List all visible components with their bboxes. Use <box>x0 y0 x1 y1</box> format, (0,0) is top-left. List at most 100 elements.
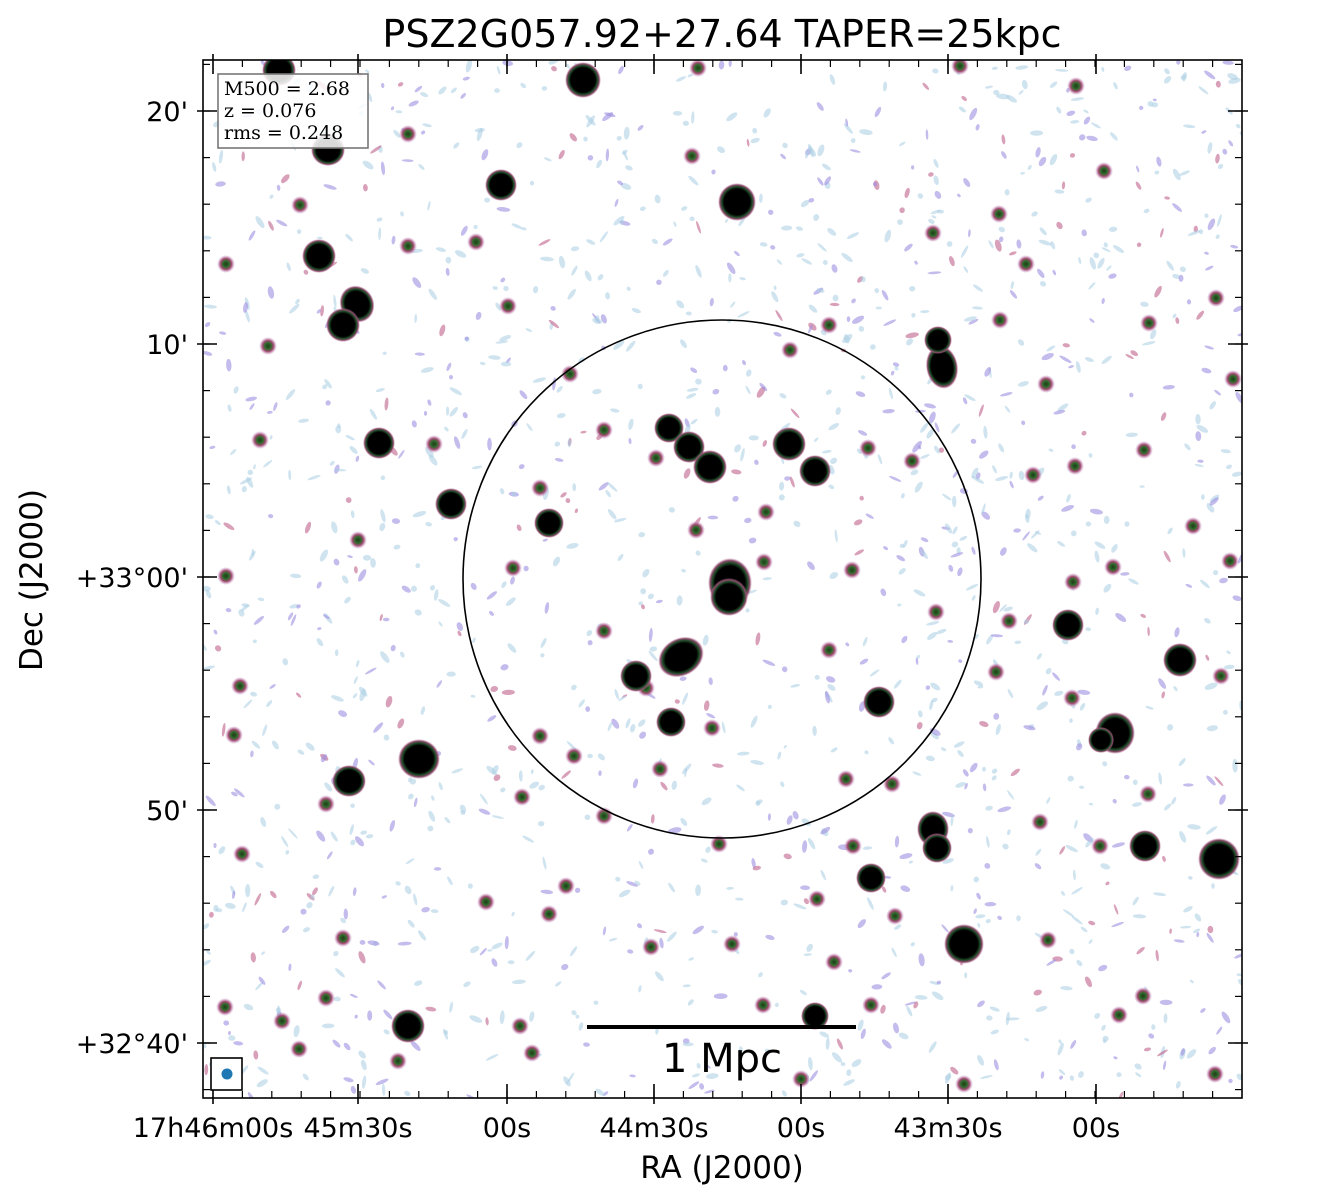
noise-blob <box>1152 98 1157 102</box>
noise-blob <box>1140 301 1149 307</box>
noise-blob <box>920 549 928 559</box>
noise-blob <box>355 455 360 462</box>
noise-blob <box>750 137 760 144</box>
noise-blob <box>944 1074 952 1081</box>
noise-blob <box>688 1081 700 1090</box>
noise-blob <box>891 947 897 958</box>
noise-blob <box>1102 761 1108 767</box>
noise-blob <box>375 388 385 393</box>
noise-blob <box>1083 109 1089 114</box>
noise-blob <box>257 1066 269 1075</box>
bright-source <box>302 239 336 273</box>
noise-blob <box>777 751 782 760</box>
noise-blob <box>510 576 515 585</box>
noise-blob <box>333 468 347 472</box>
noise-blob <box>1227 73 1238 81</box>
noise-blob <box>354 836 365 847</box>
noise-blob <box>400 211 404 217</box>
noise-blob <box>1233 305 1242 313</box>
noise-blob <box>650 814 655 824</box>
noise-blob <box>1237 551 1242 564</box>
noise-blob <box>400 651 405 658</box>
noise-blob <box>607 722 613 732</box>
noise-blob <box>1125 432 1138 438</box>
noise-blob <box>841 252 853 263</box>
faint-source <box>1110 1006 1128 1024</box>
noise-blob <box>1160 412 1167 421</box>
bright-source <box>801 1002 829 1030</box>
noise-blob <box>916 655 921 659</box>
noise-blob <box>1235 123 1241 129</box>
noise-blob <box>638 532 646 538</box>
noise-blob <box>656 279 662 286</box>
noise-blob <box>566 63 570 69</box>
noise-blob <box>1009 251 1017 256</box>
noise-blob <box>239 477 253 485</box>
noise-blob <box>338 710 348 717</box>
noise-blob <box>627 949 634 954</box>
noise-blob <box>305 742 315 751</box>
noise-blob <box>688 175 699 186</box>
noise-blob <box>276 184 281 191</box>
noise-blob <box>892 1022 900 1034</box>
noise-blob <box>1154 285 1162 298</box>
noise-blob <box>809 1070 819 1082</box>
noise-blob <box>648 627 653 642</box>
noise-blob <box>898 1032 909 1040</box>
noise-blob <box>333 558 340 566</box>
noise-blob <box>1084 357 1094 363</box>
noise-blob <box>967 828 973 834</box>
faint-source <box>1039 931 1057 949</box>
noise-blob <box>951 423 961 434</box>
noise-blob <box>834 529 838 543</box>
noise-blob <box>882 81 888 92</box>
noise-blob <box>673 221 677 227</box>
bright-source <box>718 183 756 221</box>
faint-source <box>808 890 826 908</box>
noise-blob <box>632 778 639 789</box>
noise-blob <box>548 60 560 65</box>
noise-blob <box>1215 80 1221 88</box>
noise-blob <box>378 227 382 241</box>
noise-blob <box>1004 189 1010 196</box>
noise-blob <box>874 288 880 294</box>
noise-blob <box>860 1028 866 1040</box>
noise-blob <box>596 159 603 169</box>
noise-blob <box>500 361 512 367</box>
noise-blob <box>408 100 419 107</box>
noise-blob <box>485 1017 489 1026</box>
noise-blob <box>759 382 768 392</box>
noise-blob <box>998 443 1005 453</box>
noise-blob <box>1200 494 1205 500</box>
noise-blob <box>836 1038 843 1050</box>
faint-source <box>991 311 1009 329</box>
faint-source <box>703 719 721 737</box>
noise-blob <box>1027 164 1032 170</box>
noise-blob <box>600 314 607 324</box>
noise-blob <box>1101 355 1112 365</box>
noise-blob <box>1204 213 1209 218</box>
faint-source <box>1140 314 1158 332</box>
noise-blob <box>250 750 254 758</box>
noise-blob <box>808 324 813 334</box>
noise-blob <box>407 919 415 928</box>
noise-blob <box>973 284 983 292</box>
bright-source <box>391 1009 425 1043</box>
noise-blob <box>762 577 772 581</box>
noise-blob <box>859 129 873 136</box>
noise-blob <box>446 671 456 677</box>
noise-blob <box>691 1073 701 1078</box>
faint-source <box>231 677 249 695</box>
faint-source <box>820 316 838 334</box>
noise-blob <box>999 604 1007 613</box>
noise-blob <box>977 685 984 689</box>
noise-blob <box>662 238 673 246</box>
noise-blob <box>1016 239 1022 249</box>
noise-blob <box>241 485 247 493</box>
noise-blob <box>1031 211 1038 217</box>
noise-blob <box>1131 802 1142 807</box>
faint-source <box>499 297 517 315</box>
noise-blob <box>560 492 567 498</box>
noise-blob <box>1086 135 1098 142</box>
noise-blob <box>989 1006 1000 1012</box>
